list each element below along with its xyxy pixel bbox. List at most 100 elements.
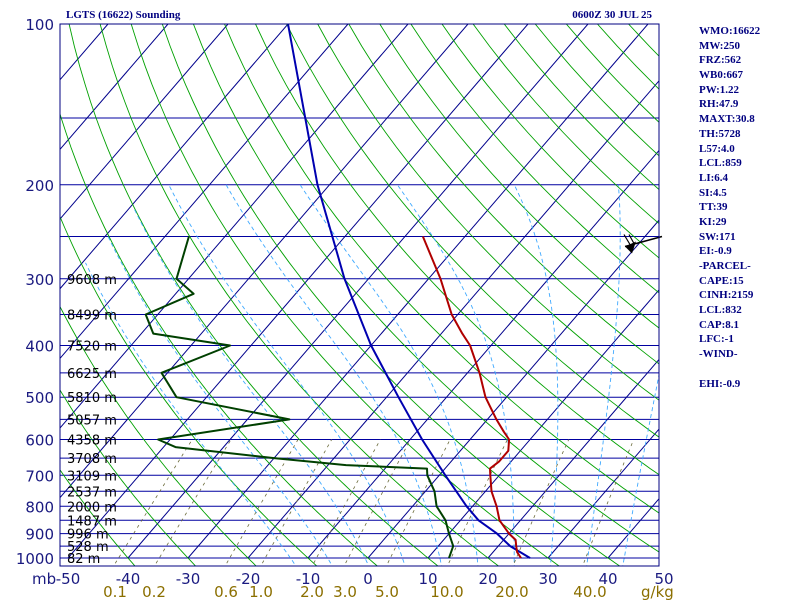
index-item: WMO:16622: [699, 25, 761, 37]
moist-adiabat-line: [168, 184, 406, 566]
mixing-ratio-tick-label: 0.1: [103, 583, 127, 600]
index-item: SI:4.5: [699, 186, 727, 199]
temperature-tick-label: 40: [598, 570, 617, 588]
index-item: LCL:859: [699, 157, 742, 170]
index-item: LCL:832: [699, 304, 742, 317]
pressure-tick-label: 1000: [16, 550, 54, 568]
height-label: 5057 m: [67, 413, 117, 428]
height-label: 82 m: [67, 552, 100, 567]
index-item: TT:39: [699, 201, 728, 214]
isotherm-line: [127, 24, 589, 559]
pressure-tick-label: 100: [25, 16, 54, 34]
index-item: L57:4.0: [699, 142, 735, 155]
temperature-tick-label: 0: [363, 570, 373, 588]
index-item: LFC:-1: [699, 333, 734, 346]
wind-barb-flag: [625, 241, 636, 254]
mixing-ratio-tick-label: 3.0: [333, 583, 357, 600]
pressure-tick-label: 200: [25, 177, 54, 195]
isotherm-line: [67, 24, 529, 559]
index-item: -PARCEL-: [699, 260, 751, 272]
index-item: -WIND-: [699, 348, 738, 361]
chart-title: LGTS (16622) Sounding: [66, 9, 181, 21]
mixing-ratio-line: [512, 439, 570, 566]
sounding-profiles: [144, 24, 531, 559]
dewpoint-trace: [144, 236, 455, 559]
height-label: 996 m: [67, 528, 109, 543]
height-label: 2000 m: [67, 500, 117, 515]
pressure-tick-label: 800: [25, 498, 54, 516]
index-item: LI:6.4: [699, 171, 729, 184]
mixing-ratio-tick-label: 0.2: [142, 583, 166, 600]
pressure-tick-label: 500: [25, 389, 54, 407]
moist-adiabat-line: [225, 184, 443, 566]
mixing-ratio-tick-label: 2.0: [300, 583, 324, 600]
moist-adiabat-line: [622, 372, 659, 566]
index-item: FRZ:562: [699, 54, 742, 67]
pressure-tick-label: 600: [25, 432, 54, 450]
isotherm-line: [487, 358, 659, 559]
chart-datetime: 0600Z 30 JUL 25: [572, 9, 652, 21]
dry-adiabat-line: [60, 389, 197, 566]
mixing-ratio-tick-label: 0.6: [214, 583, 238, 600]
mixing-ratio-tick-label: 10.0: [430, 583, 463, 600]
moist-adiabat-line: [299, 184, 479, 566]
height-label: 3708 m: [67, 452, 117, 467]
index-item: RH:47.9: [699, 98, 739, 111]
temperature-trace: [421, 236, 522, 559]
dry-adiabat-line: [348, 24, 659, 365]
mixing-ratio-line: [260, 439, 333, 566]
moist-adiabat-line: [513, 184, 559, 566]
temperature-tick-label: -30: [176, 570, 201, 588]
dry-adiabat-line: [130, 24, 560, 566]
height-label: 528 m: [67, 540, 109, 555]
isotherm-line: [60, 24, 469, 499]
mixing-ratio-line: [385, 439, 451, 566]
mixing-ratio-line: [154, 439, 232, 566]
index-item: CINH:2159: [699, 289, 754, 302]
mixing-ratio-tick-label: 1.0: [249, 583, 273, 600]
temperature-tick-label: -50: [56, 570, 81, 588]
isotherm-line: [60, 24, 349, 360]
temperature-tick-label: 50: [654, 570, 673, 588]
parcel-trace: [287, 24, 531, 559]
height-label: 9608 m: [67, 273, 117, 288]
index-item: CAPE:15: [699, 274, 744, 287]
stability-indices-panel: WMO:16622 MW:250 FRZ:562 WB0:667 PW:1.22 RH:4…: [699, 24, 760, 391]
dry-adiabat-line: [317, 24, 659, 401]
index-item: CAP:8.1: [699, 318, 740, 331]
moist-adiabat-line: [586, 184, 621, 566]
moist-adiabat-line: [85, 262, 297, 566]
dry-adiabat-line: [161, 24, 621, 566]
dry-adiabat-line: [379, 24, 659, 329]
isotherm-line: [307, 149, 659, 559]
mixing-ratio-line: [447, 439, 508, 566]
height-label: 1487 m: [67, 514, 117, 529]
mixing-ratio-line: [343, 439, 411, 566]
thermodynamic-grid: [60, 24, 659, 566]
isotherm-line: [60, 24, 169, 151]
mixing-ratio-line: [113, 439, 193, 566]
temperature-tick-label: -20: [236, 570, 261, 588]
dry-adiabat-line: [565, 24, 659, 123]
dry-adiabat-line: [224, 24, 659, 514]
index-item: MAXT:30.8: [699, 113, 755, 126]
index-item: EI:-0.9: [699, 245, 732, 258]
plot-frame: [59, 23, 660, 567]
temperature-tick-label: -40: [116, 570, 141, 588]
isotherm-line: [547, 428, 659, 559]
pressure-tick-label: 900: [25, 526, 54, 544]
mixing-ratio-unit-label: g/kg: [641, 583, 674, 600]
dry-adiabat-line: [410, 24, 659, 294]
mixing-ratio-tick-label: 40.0: [573, 583, 606, 600]
temperature-tick-label: 20: [478, 570, 497, 588]
pressure-tick-label: 400: [25, 338, 54, 356]
dry-adiabat-line: [60, 112, 378, 566]
index-item: [699, 362, 760, 377]
height-label: 4358 m: [67, 434, 117, 449]
pressure-tick-label: 300: [25, 271, 54, 289]
isotherm-line: [427, 289, 659, 559]
temperature-tick-label: 10: [418, 570, 437, 588]
index-item: MW:250: [699, 39, 740, 52]
